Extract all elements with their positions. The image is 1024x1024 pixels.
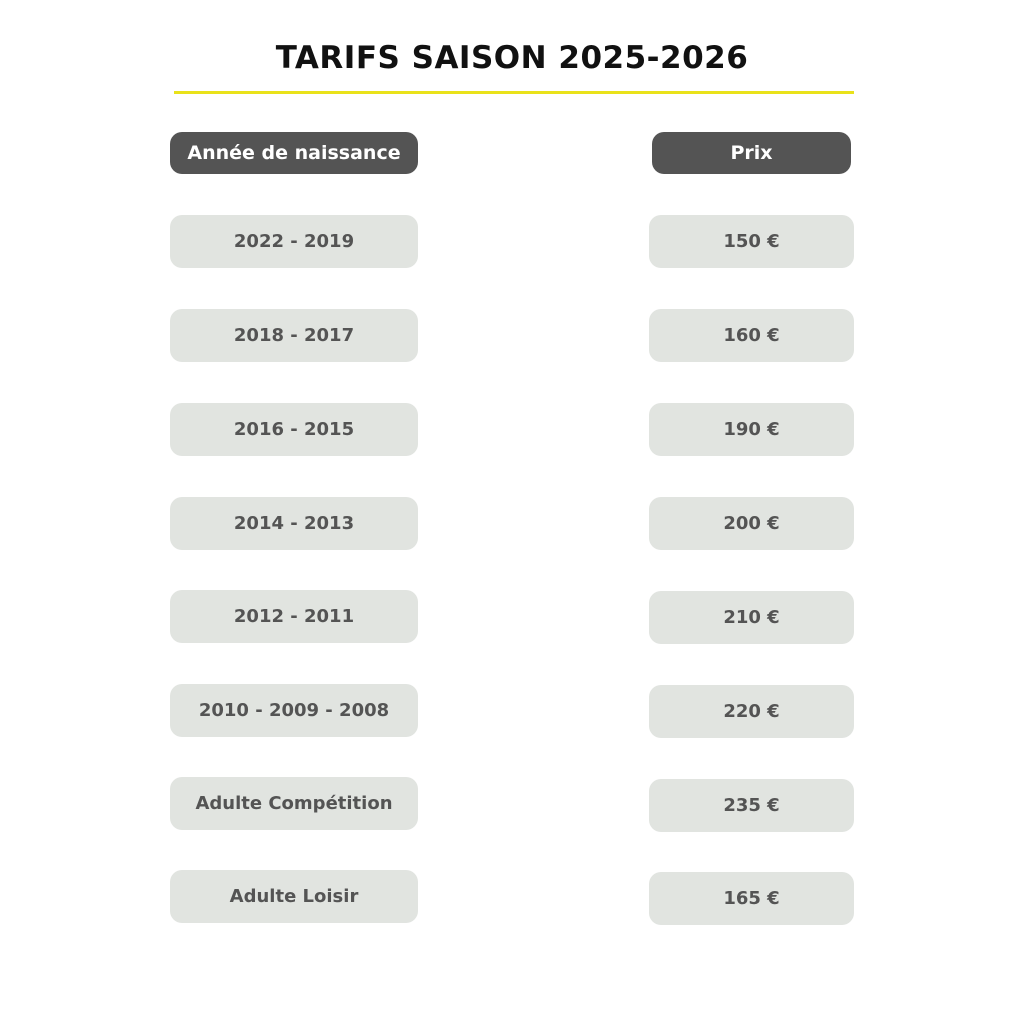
price-cell: 150 € bbox=[649, 215, 854, 268]
price-cell: 165 € bbox=[649, 872, 854, 925]
year-cell: Adulte Loisir bbox=[170, 870, 418, 923]
price-cell: 235 € bbox=[649, 779, 854, 832]
price-cell: 200 € bbox=[649, 497, 854, 550]
page-title: TARIFS SAISON 2025-2026 bbox=[275, 40, 749, 76]
year-cell: 2010 - 2009 - 2008 bbox=[170, 684, 418, 737]
year-cell: 2016 - 2015 bbox=[170, 403, 418, 456]
year-cell: 2018 - 2017 bbox=[170, 309, 418, 362]
header-birth-year: Année de naissance bbox=[170, 132, 418, 174]
price-cell: 160 € bbox=[649, 309, 854, 362]
year-cell: 2012 - 2011 bbox=[170, 590, 418, 643]
price-cell: 190 € bbox=[649, 403, 854, 456]
price-cell: 210 € bbox=[649, 591, 854, 644]
year-cell: 2022 - 2019 bbox=[170, 215, 418, 268]
title-underline bbox=[174, 91, 854, 94]
header-price: Prix bbox=[652, 132, 851, 174]
year-cell: Adulte Compétition bbox=[170, 777, 418, 830]
year-cell: 2014 - 2013 bbox=[170, 497, 418, 550]
price-cell: 220 € bbox=[649, 685, 854, 738]
